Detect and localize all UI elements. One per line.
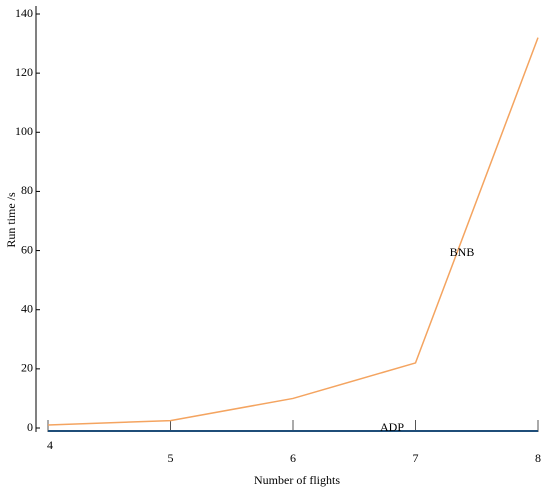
y-axis-label: Run time /s	[4, 192, 18, 248]
y-tick-label: 140	[15, 6, 33, 20]
series-label: ADP	[380, 420, 404, 434]
y-tick-label: 80	[21, 183, 33, 197]
y-tick-label: 100	[15, 124, 33, 138]
y-tick-label: 60	[21, 242, 33, 256]
x-tick-label: 6	[290, 451, 296, 465]
y-tick-label: 0	[27, 420, 33, 434]
x-tick-label: 8	[535, 451, 541, 465]
series-label: BNB	[450, 245, 475, 259]
y-tick-label: 120	[15, 65, 33, 79]
y-tick-label: 20	[21, 361, 33, 375]
x-tick-label: 7	[413, 451, 419, 465]
y-tick-label: 40	[21, 301, 33, 315]
series-line	[47, 37, 539, 426]
x-tick-label: 5	[168, 451, 174, 465]
x-tick-label: 4	[47, 438, 53, 452]
x-axis-label: Number of flights	[254, 473, 340, 487]
